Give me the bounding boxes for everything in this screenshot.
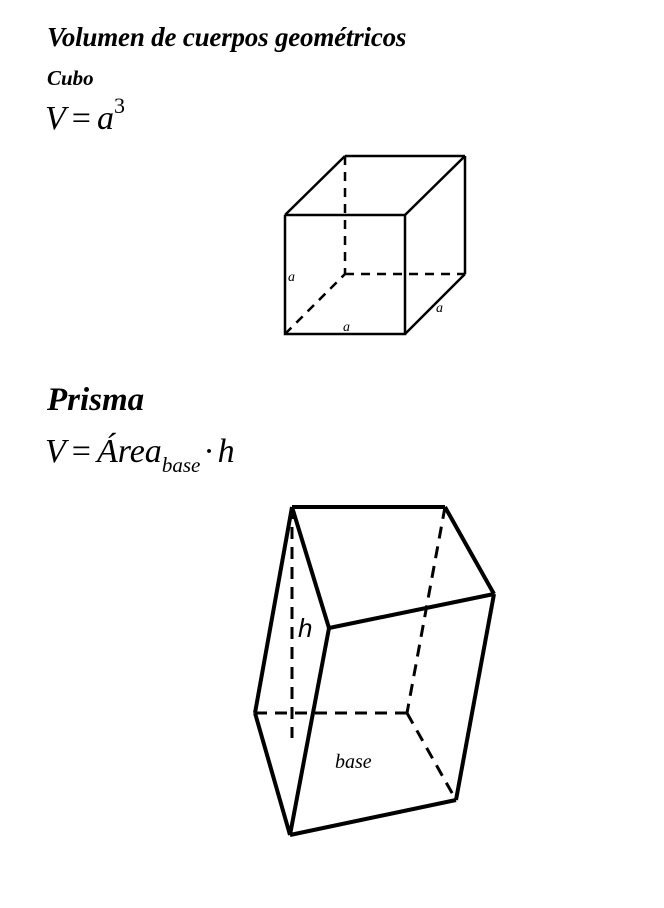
prism-diagram	[253, 505, 496, 837]
prism-formula: V = Áreabase·h	[45, 433, 235, 476]
prism-hidden-bottom-right	[405, 712, 458, 801]
prism-formula-area: Área	[96, 433, 162, 470]
cube-label-bottom: a	[343, 320, 350, 335]
prism-right-vertical-edge	[454, 593, 496, 801]
cube-top-left-edge	[284, 155, 346, 216]
prism-top-left-edge	[290, 506, 331, 629]
cube-label-right: a	[436, 301, 443, 316]
prism-front-vertical-edge	[288, 627, 331, 836]
prism-formula-h: h	[217, 433, 235, 470]
cube-formula-var: a	[96, 100, 114, 137]
prism-heading: Prisma	[47, 382, 145, 418]
cube-formula: V = a3	[45, 95, 125, 138]
cube-hidden-diagonal	[284, 273, 346, 335]
prism-left-vertical-edge	[253, 506, 294, 714]
prism-formula-dot: ·	[203, 433, 215, 470]
cube-formula-equals: =	[71, 100, 91, 137]
cube-formula-exponent: 3	[113, 93, 125, 118]
prism-bottom-front-edge	[289, 798, 457, 837]
cube-bottom-right-edge	[404, 273, 466, 335]
prism-hidden-edges	[255, 506, 458, 801]
cube-formula-lhs: V	[45, 100, 66, 137]
prism-label-height: h	[298, 613, 312, 643]
cube-hidden-edges	[284, 156, 465, 335]
cube-label-left: a	[288, 270, 295, 285]
prism-top-front-edge	[328, 592, 495, 630]
prism-formula-equals: =	[71, 433, 91, 470]
prism-bottom-left-edge	[253, 712, 292, 836]
prism-top-right-edge	[443, 506, 496, 595]
page-title: Volumen de cuerpos geométricos	[47, 22, 407, 52]
prism-hidden-back-vertical	[405, 506, 447, 714]
cube-diagram	[283, 154, 467, 336]
prism-label-base: base	[335, 751, 372, 773]
prism-formula-subscript: base	[161, 453, 201, 477]
cube-heading: Cubo	[47, 66, 94, 90]
prism-formula-lhs: V	[45, 433, 66, 470]
cube-top-right-edge	[404, 155, 466, 216]
